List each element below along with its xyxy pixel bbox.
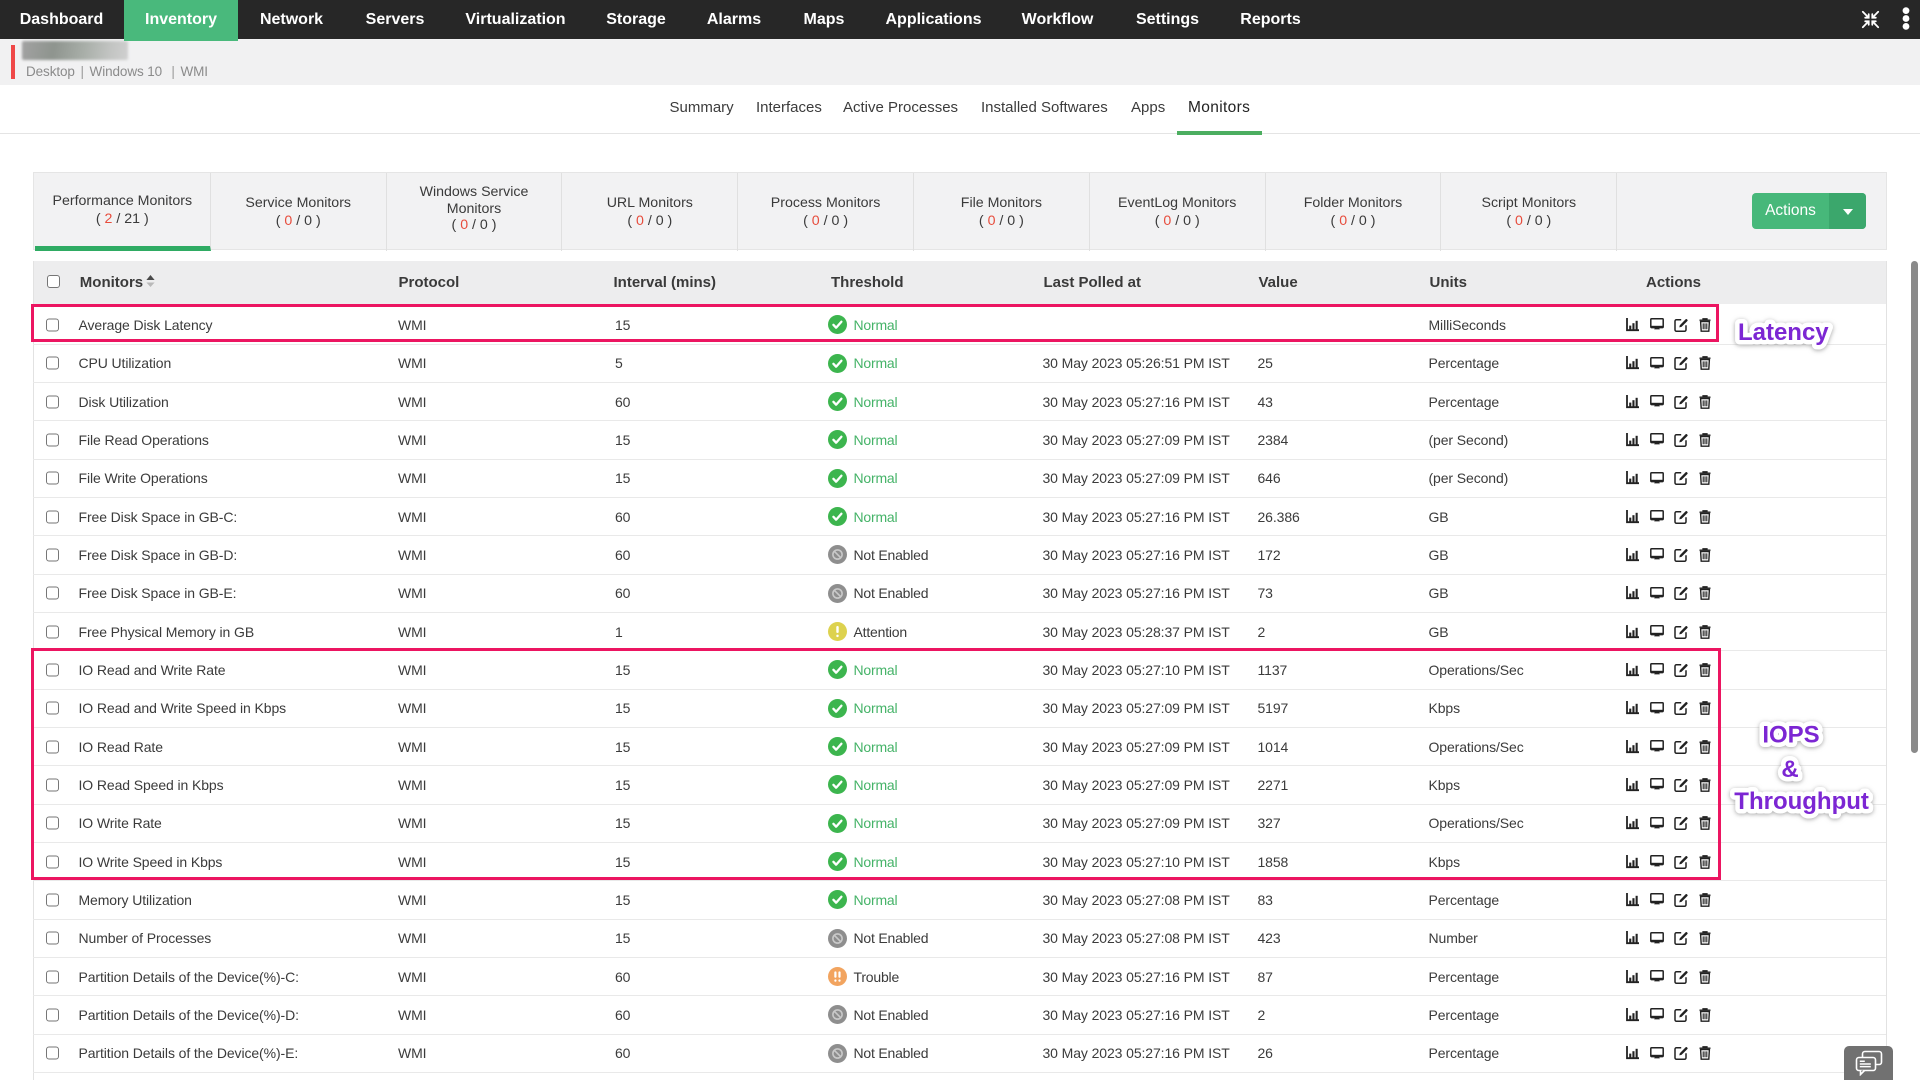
svg-text:Latency: Latency xyxy=(1738,319,1829,346)
svg-text:&: & xyxy=(1781,756,1798,783)
svg-text:Throughput: Throughput xyxy=(1734,788,1869,815)
svg-text:IOPS: IOPS xyxy=(1762,722,1819,749)
